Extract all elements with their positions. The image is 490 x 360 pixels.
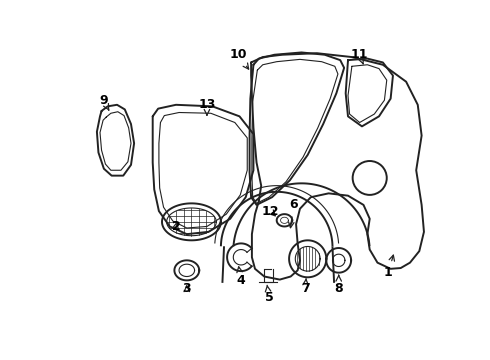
Text: 4: 4 xyxy=(237,267,245,287)
Text: 1: 1 xyxy=(384,255,394,279)
Text: 12: 12 xyxy=(262,204,279,217)
Text: 8: 8 xyxy=(334,275,343,294)
Text: 13: 13 xyxy=(198,98,216,115)
Text: 3: 3 xyxy=(182,282,191,294)
Text: 10: 10 xyxy=(229,48,248,69)
Text: 7: 7 xyxy=(301,279,310,294)
Text: 2: 2 xyxy=(172,220,180,233)
Text: 6: 6 xyxy=(289,198,298,228)
Text: 9: 9 xyxy=(99,94,109,110)
Text: 5: 5 xyxy=(265,285,273,304)
Text: 11: 11 xyxy=(351,48,368,64)
